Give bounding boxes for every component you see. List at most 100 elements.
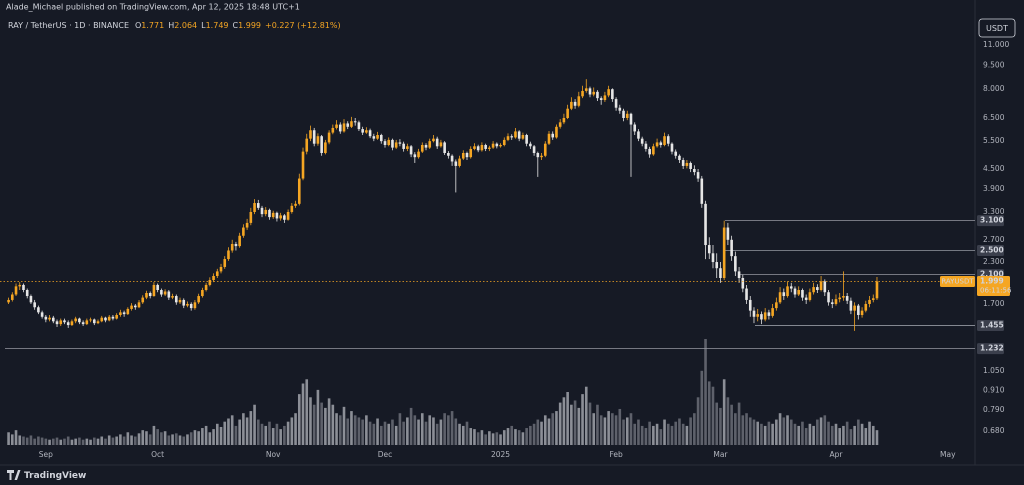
candle-body [301, 151, 305, 179]
logo-icon [7, 470, 21, 480]
currency-button[interactable] [978, 18, 1016, 38]
volume-bar [316, 389, 320, 445]
volume-bar [275, 423, 279, 445]
volume-bar [435, 423, 439, 445]
candle-body [238, 235, 241, 247]
volume-bar [502, 430, 506, 445]
volume-bar [104, 438, 107, 445]
volume-bar [66, 436, 70, 445]
volume-bar [711, 386, 715, 445]
candle-body [495, 143, 499, 147]
volume-bar [18, 435, 22, 445]
volume-bar [801, 421, 804, 445]
volume-bar [618, 408, 622, 445]
ohlc-value: 1.999 [238, 21, 261, 30]
candle-body [338, 124, 342, 132]
volume-bar [748, 417, 752, 445]
candle-body [450, 155, 454, 162]
volume-bar [305, 379, 309, 445]
candle-body [163, 291, 167, 295]
candle-body [294, 203, 297, 206]
candle-body [133, 305, 137, 308]
candle-body [376, 134, 379, 139]
y-tick-label: 1.050 [983, 366, 1005, 375]
candle-body [361, 129, 364, 133]
candle-body [186, 303, 189, 306]
volume-bar [417, 419, 420, 445]
y-tick-label: 0.680 [983, 426, 1005, 435]
x-tick-label: Mar [713, 450, 728, 459]
volume-bar [78, 437, 81, 445]
volume-bar [227, 418, 230, 445]
candle-body [674, 151, 678, 156]
candle-body [696, 172, 700, 179]
volume-bar [476, 432, 480, 445]
candle-body [227, 250, 230, 260]
volume-bar [387, 423, 391, 445]
candle-body [268, 209, 271, 218]
candle-body [424, 144, 428, 148]
footer-logo: TradingView [7, 470, 86, 481]
candle-body [74, 318, 77, 322]
volume-bar [160, 432, 163, 445]
volume-bar [637, 419, 640, 445]
candle-body [119, 312, 122, 315]
volume-bar [85, 438, 89, 445]
candle-body [92, 319, 96, 324]
volume-bar [372, 423, 376, 445]
volume-bar [357, 417, 361, 445]
candle-body [275, 212, 279, 219]
symbol: RAY / TetherUS · 1D · BINANCE [8, 21, 129, 30]
volume-bar [29, 435, 33, 445]
candle-body [458, 158, 461, 166]
candle-body [484, 144, 487, 149]
volume-bar [603, 417, 607, 445]
candle-body [525, 134, 528, 144]
volume-bar [383, 421, 387, 445]
candle-body [286, 211, 290, 220]
candle-body [521, 134, 525, 139]
candle-body [555, 126, 558, 138]
volume-bar [860, 423, 864, 445]
candle-body [279, 215, 282, 219]
candle-body [417, 151, 420, 158]
candle-body [838, 297, 842, 300]
volume-bar [111, 437, 115, 445]
currency-button-label[interactable]: USDT [986, 24, 1008, 33]
ohlc-label: O [135, 21, 141, 30]
volume-bar [256, 419, 260, 445]
candle-body [570, 101, 573, 109]
candle-body [320, 136, 323, 153]
candle-body [379, 134, 383, 142]
candle-body [607, 89, 610, 96]
volume-bar [234, 425, 238, 445]
volume-bar [413, 415, 417, 445]
x-tick-label: Oct [151, 450, 164, 459]
volume-bar [707, 381, 711, 445]
candle-body [141, 297, 145, 303]
volume-bar [74, 438, 77, 445]
y-tick-label: 11.000 [983, 40, 1009, 49]
ohlc-value: 2.064 [174, 21, 197, 30]
volume-bar [700, 370, 704, 445]
volume-bar [230, 415, 234, 445]
volume-bar [696, 397, 700, 445]
volume-bar [767, 421, 771, 445]
candle-body [111, 316, 115, 319]
volume-bar [499, 434, 502, 445]
volume-bar [297, 394, 301, 445]
x-tick-label: May [940, 450, 956, 459]
candle-body [685, 162, 689, 166]
volume-bar [167, 435, 171, 445]
candle-body [611, 89, 614, 100]
volume-bar [242, 413, 245, 445]
candle-body [305, 138, 309, 152]
volume-bar [432, 417, 435, 445]
volume-bar [797, 425, 801, 445]
volume-bar [294, 413, 297, 445]
candle-body [577, 96, 581, 106]
volume-bar [674, 421, 678, 445]
candle-body [491, 143, 495, 148]
